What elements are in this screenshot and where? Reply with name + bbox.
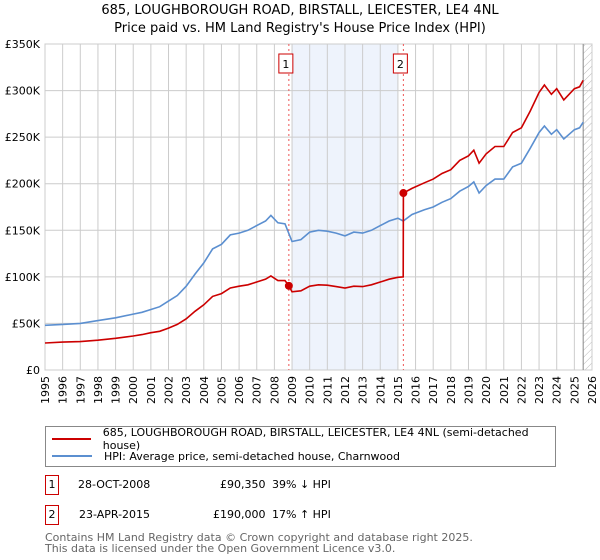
x-tick-label: 2026 xyxy=(586,376,599,404)
x-tick-label: 2022 xyxy=(515,376,528,404)
x-tick-label: 1998 xyxy=(92,376,105,404)
x-tick-label: 2007 xyxy=(251,376,264,404)
x-tick-label: 2020 xyxy=(480,376,493,404)
sale-marker-label: 2 xyxy=(45,505,59,525)
y-tick-label: £0 xyxy=(26,364,40,377)
x-tick-label: 2004 xyxy=(198,376,211,404)
y-tick-label: £350K xyxy=(5,38,41,51)
sale-price: £90,350 xyxy=(220,478,266,491)
sale-price: £190,000 xyxy=(213,508,266,521)
sale-marker-box xyxy=(392,53,408,74)
x-tick-label: 2012 xyxy=(339,376,352,404)
sale-marker-label: 1 xyxy=(45,475,59,495)
x-tick-label: 2005 xyxy=(215,376,228,404)
y-tick-label: £300K xyxy=(5,85,41,98)
x-tick-label: 1999 xyxy=(110,376,123,404)
x-tick-label: 2021 xyxy=(498,376,511,404)
footer-copyright: Contains HM Land Registry data © Crown c… xyxy=(45,531,473,544)
x-tick-label: 1995 xyxy=(39,376,52,404)
y-tick-label: £150K xyxy=(5,224,41,237)
x-tick-label: 2019 xyxy=(462,376,475,404)
sale-point xyxy=(284,281,293,290)
sale-hpi-diff: 39% ↓ HPI xyxy=(272,478,331,491)
y-tick-label: £100K xyxy=(5,271,41,284)
sale-date: 28-OCT-2008 xyxy=(78,478,151,491)
x-tick-label: 2000 xyxy=(127,376,140,404)
y-tick-label: £50K xyxy=(12,317,41,330)
sale-marker-box xyxy=(278,53,294,74)
hpi-line xyxy=(44,121,584,327)
sale-date: 23-APR-2015 xyxy=(79,508,151,521)
sale-marker-number: 1 xyxy=(282,58,289,71)
x-tick-label: 2010 xyxy=(304,376,317,404)
legend-label-hpi: HPI: Average price, semi-detached house,… xyxy=(104,449,400,463)
legend-swatch-hpi xyxy=(52,455,92,457)
x-tick-label: 2024 xyxy=(551,376,564,404)
x-tick-label: 1996 xyxy=(57,376,70,404)
plot-frame xyxy=(44,43,593,371)
x-tick-label: 2003 xyxy=(180,376,193,404)
x-tick-label: 2011 xyxy=(321,376,334,404)
x-tick-label: 2013 xyxy=(357,376,370,404)
y-tick-label: £200K xyxy=(5,178,41,191)
x-tick-label: 2015 xyxy=(392,376,405,404)
x-tick-label: 2018 xyxy=(445,376,458,404)
sale-marker-number: 2 xyxy=(397,58,404,71)
footer-licence: This data is licensed under the Open Gov… xyxy=(45,542,396,555)
chart-title: 685, LOUGHBOROUGH ROAD, BIRSTALL, LEICES… xyxy=(101,3,499,18)
x-tick-label: 2009 xyxy=(286,376,299,404)
forecast-hatch xyxy=(583,44,592,370)
chart-subtitle: Price paid vs. HM Land Registry's House … xyxy=(114,21,486,36)
legend: 685, LOUGHBOROUGH ROAD, BIRSTALL, LEICES… xyxy=(45,426,556,467)
sale-point xyxy=(399,189,408,198)
x-tick-label: 2008 xyxy=(268,376,281,404)
x-tick-label: 2014 xyxy=(374,376,387,404)
sale-hpi-diff: 17% ↑ HPI xyxy=(272,508,331,521)
legend-label-property: 685, LOUGHBOROUGH ROAD, BIRSTALL, LEICES… xyxy=(102,426,529,452)
legend-swatch-property xyxy=(52,438,91,440)
x-tick-label: 2025 xyxy=(568,376,581,404)
x-tick-label: 2017 xyxy=(427,376,440,404)
x-tick-label: 2006 xyxy=(233,376,246,404)
x-tick-label: 2002 xyxy=(163,376,176,404)
property-price-line xyxy=(44,79,584,344)
y-tick-label: £250K xyxy=(5,131,41,144)
x-tick-label: 2001 xyxy=(145,376,158,404)
x-tick-label: 1997 xyxy=(74,376,87,404)
x-tick-label: 2023 xyxy=(533,376,546,404)
price-chart: 1995 1996 1997 1998 1999 2000 2001 2002 2003 2004… xyxy=(5,38,599,404)
x-tick-label: 2016 xyxy=(410,376,423,404)
